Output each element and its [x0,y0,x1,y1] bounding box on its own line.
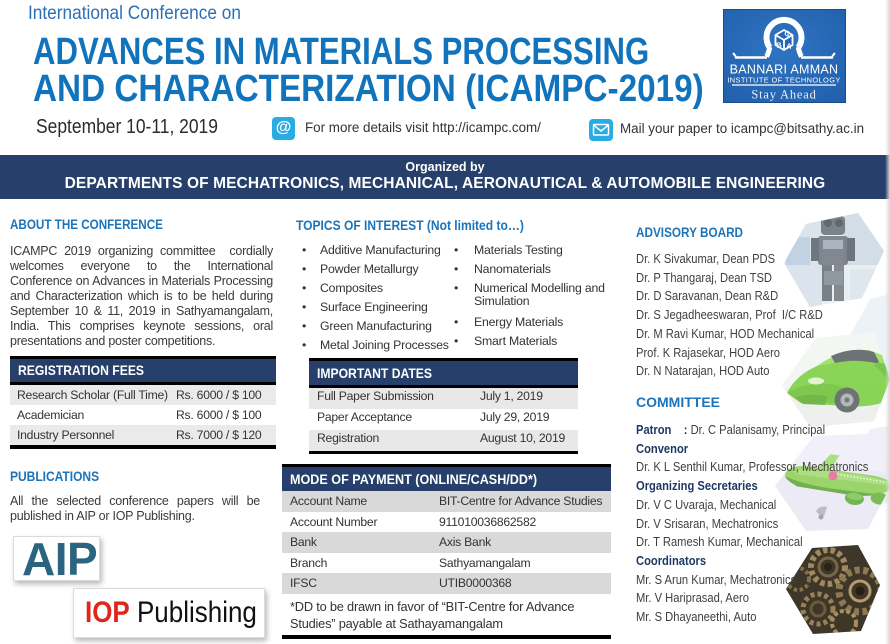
svg-text:Stay Ahead: Stay Ahead [751,88,816,102]
svg-text:INSTITUTE OF TECHNOLOGY: INSTITUTE OF TECHNOLOGY [727,76,840,85]
svg-text:A: A [786,41,793,51]
svg-text:B: B [776,40,783,50]
svg-text:BANNARI AMMAN: BANNARI AMMAN [730,63,839,77]
svg-text:G: G [782,28,792,39]
